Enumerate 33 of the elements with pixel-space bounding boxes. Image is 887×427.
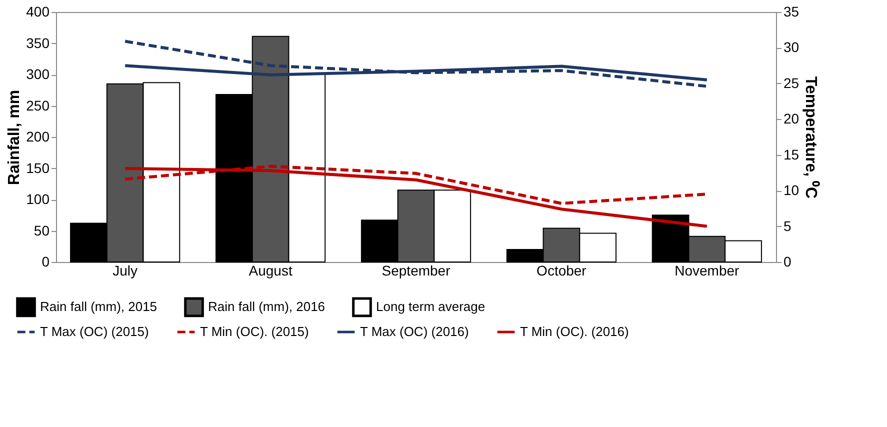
y-tick-label: 300 [26,66,50,82]
y2-tick-label: 15 [784,146,800,162]
legend-label: Long term average [376,299,486,314]
y-tick-label: 400 [26,4,50,20]
legend-label: T Min (OC). (2015) [200,324,309,339]
y2-tick-label: 25 [784,74,800,91]
legend-label: T Min (OC). (2016) [520,324,629,339]
x-tick-label: October [536,262,587,278]
x-tick-label: November [674,262,740,278]
y2-axis-title: Temperature, ⁰C [802,76,820,200]
y-tick-label: 100 [26,191,50,207]
legend-label: Rain fall (mm), 2016 [208,299,326,314]
x-tick-label: August [248,262,292,278]
x-tick-label: July [112,262,138,278]
y-axis-title: Rainfall, mm [6,90,24,186]
y2-tick-label: 30 [784,39,800,56]
legend-label: T Max (OC) (2016) [360,324,469,339]
y-tick-label: 0 [42,254,50,270]
y2-tick-label: 5 [784,218,792,234]
y2-tick-label: 35 [784,4,800,20]
y-tick-label: 150 [26,160,50,176]
y-tick-label: 250 [26,97,50,114]
y2-tick-label: 10 [784,182,800,198]
legend-label: T Max (OC) (2015) [40,324,149,339]
y-tick-label: 50 [34,222,50,238]
x-tick-label: September [382,262,451,278]
legend-label: Rain fall (mm), 2015 [40,299,158,314]
y-tick-label: 200 [26,128,50,144]
line-series [124,40,708,88]
line-series [124,166,708,228]
y2-tick-label: 0 [784,254,792,270]
y-tick-label: 350 [26,34,50,51]
y2-tick-label: 20 [784,110,800,127]
